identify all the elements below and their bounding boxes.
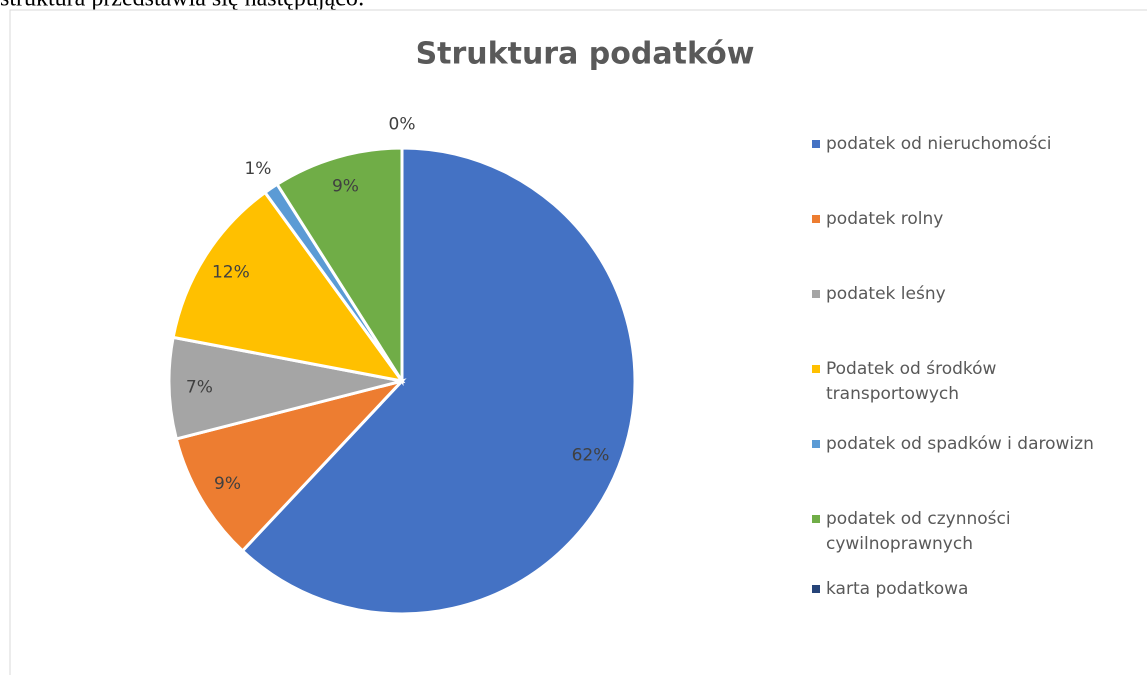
pie-slice xyxy=(174,378,407,553)
legend-swatch xyxy=(812,140,820,148)
legend-label: podatek od spadków i darowizn xyxy=(826,434,1094,454)
data-label: 9% xyxy=(332,176,359,196)
data-label: 7% xyxy=(186,377,213,397)
legend-label: Podatek od środków transportowych xyxy=(826,359,997,404)
legend-swatch xyxy=(812,290,820,298)
data-label: 1% xyxy=(244,159,271,179)
chart-title: Struktura podatków xyxy=(416,37,755,72)
legend-swatch xyxy=(812,585,820,593)
legend-swatch xyxy=(812,515,820,523)
intro-text: struktura przedstawia się następująco: xyxy=(0,0,365,12)
legend-swatch xyxy=(812,365,820,373)
data-label: 62% xyxy=(572,446,610,466)
pie-slice xyxy=(240,146,637,616)
legend-swatch xyxy=(812,215,820,223)
pie-slice xyxy=(167,335,403,441)
legend-label: podatek od nieruchomości xyxy=(826,134,1052,154)
legend-label: podatek leśny xyxy=(826,284,946,304)
legend-label: karta podatkowa xyxy=(826,579,968,599)
pie-slice xyxy=(171,190,406,384)
data-label: 12% xyxy=(212,262,250,282)
legend-label: podatek od czynności cywilnoprawnych xyxy=(826,509,1011,554)
legend-label: podatek rolny xyxy=(826,209,943,229)
data-label: 0% xyxy=(389,115,416,135)
data-label: 9% xyxy=(214,474,241,494)
pie-slice xyxy=(275,146,404,387)
legend-swatch xyxy=(812,440,820,448)
